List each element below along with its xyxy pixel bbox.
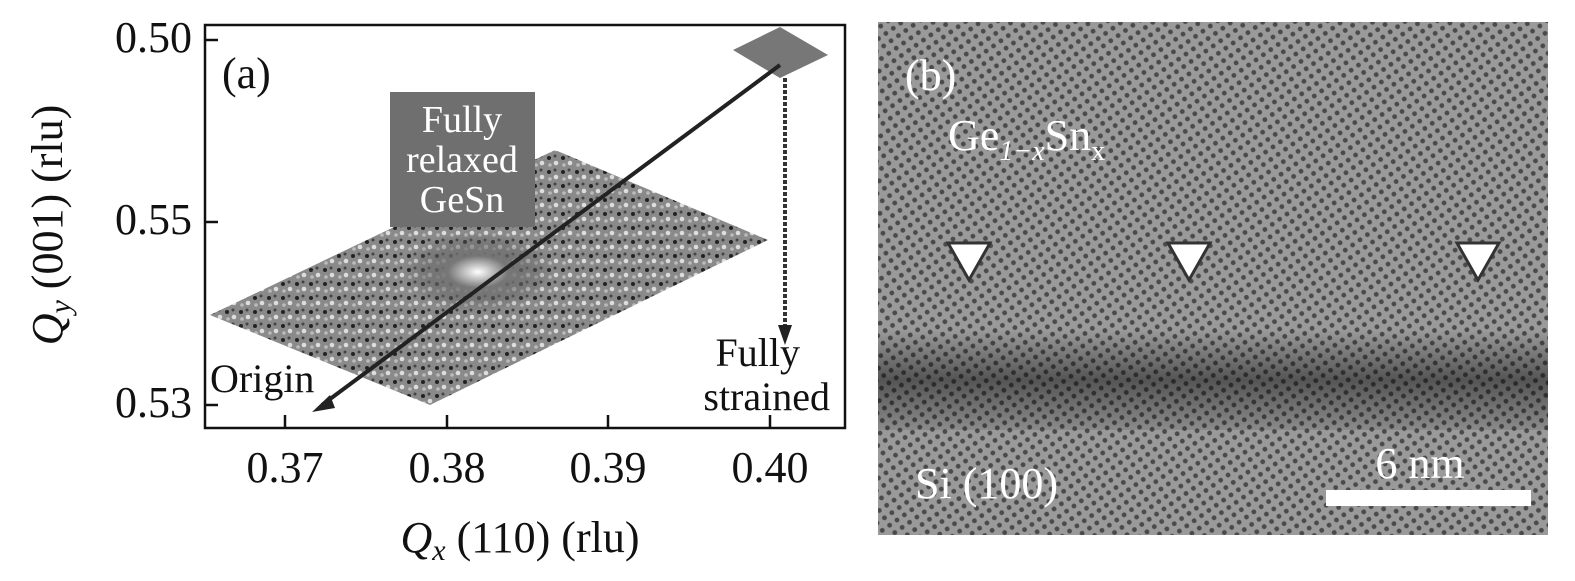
label-part: Ge xyxy=(948,111,999,160)
subscript: x xyxy=(431,534,446,567)
axes-frame xyxy=(203,23,847,430)
annotation: GeSn xyxy=(420,179,504,221)
label-text: (001) (rlu) xyxy=(23,105,72,301)
x-tick-label: 0.37 xyxy=(247,443,324,492)
layer-label: Si (100) xyxy=(915,459,1058,508)
scale-label: 6 nm xyxy=(1375,439,1464,488)
x-tick-label: 0.38 xyxy=(409,443,486,492)
arrow-origin xyxy=(320,63,782,407)
ticks xyxy=(205,38,772,428)
symbol: Q xyxy=(23,314,72,346)
label-part: Sn xyxy=(1045,111,1091,160)
scale-bar xyxy=(1326,490,1531,506)
annotation: Fully xyxy=(716,330,800,375)
x-tick-label: 0.39 xyxy=(570,443,647,492)
label-box xyxy=(390,92,535,227)
y-axis-label: Qy (001) (rlu) xyxy=(23,105,77,346)
panel-label: (b) xyxy=(905,51,956,100)
x-tick-label: 0.40 xyxy=(732,443,809,492)
annotation: Origin xyxy=(210,356,314,401)
subscript: y xyxy=(44,300,77,317)
panel-b: (b) Ge1−xSnx Si (100) 6 nm xyxy=(878,22,1548,535)
subscript: 1−x xyxy=(999,136,1045,167)
y-tick-label: 0.53 xyxy=(115,378,192,427)
annotation: relaxed xyxy=(406,139,518,181)
tem-image xyxy=(878,22,1548,535)
arrowhead xyxy=(778,325,792,345)
layer-label: Ge1−xSnx xyxy=(948,111,1105,167)
y-tick-label: 0.50 xyxy=(115,13,192,62)
markers xyxy=(945,241,1502,284)
interface-band xyxy=(878,330,1548,430)
subscript: x xyxy=(1091,136,1105,167)
label-text: (110) (rlu) xyxy=(446,513,640,562)
x-axis-label: Qx (110) (rlu) xyxy=(401,513,640,567)
y-tick-label: 0.55 xyxy=(115,195,192,244)
strained-peak xyxy=(733,27,828,78)
symbol: Q xyxy=(401,513,433,562)
annotation: Fully xyxy=(422,99,502,141)
panel-a: 0.50 0.55 0.53 0.37 0.38 0.39 0.40 Qx (1… xyxy=(23,13,847,567)
annotation: strained xyxy=(703,374,830,419)
panel-label: (a) xyxy=(222,49,271,98)
arrowhead xyxy=(312,395,335,412)
relaxed-peak xyxy=(403,232,553,312)
